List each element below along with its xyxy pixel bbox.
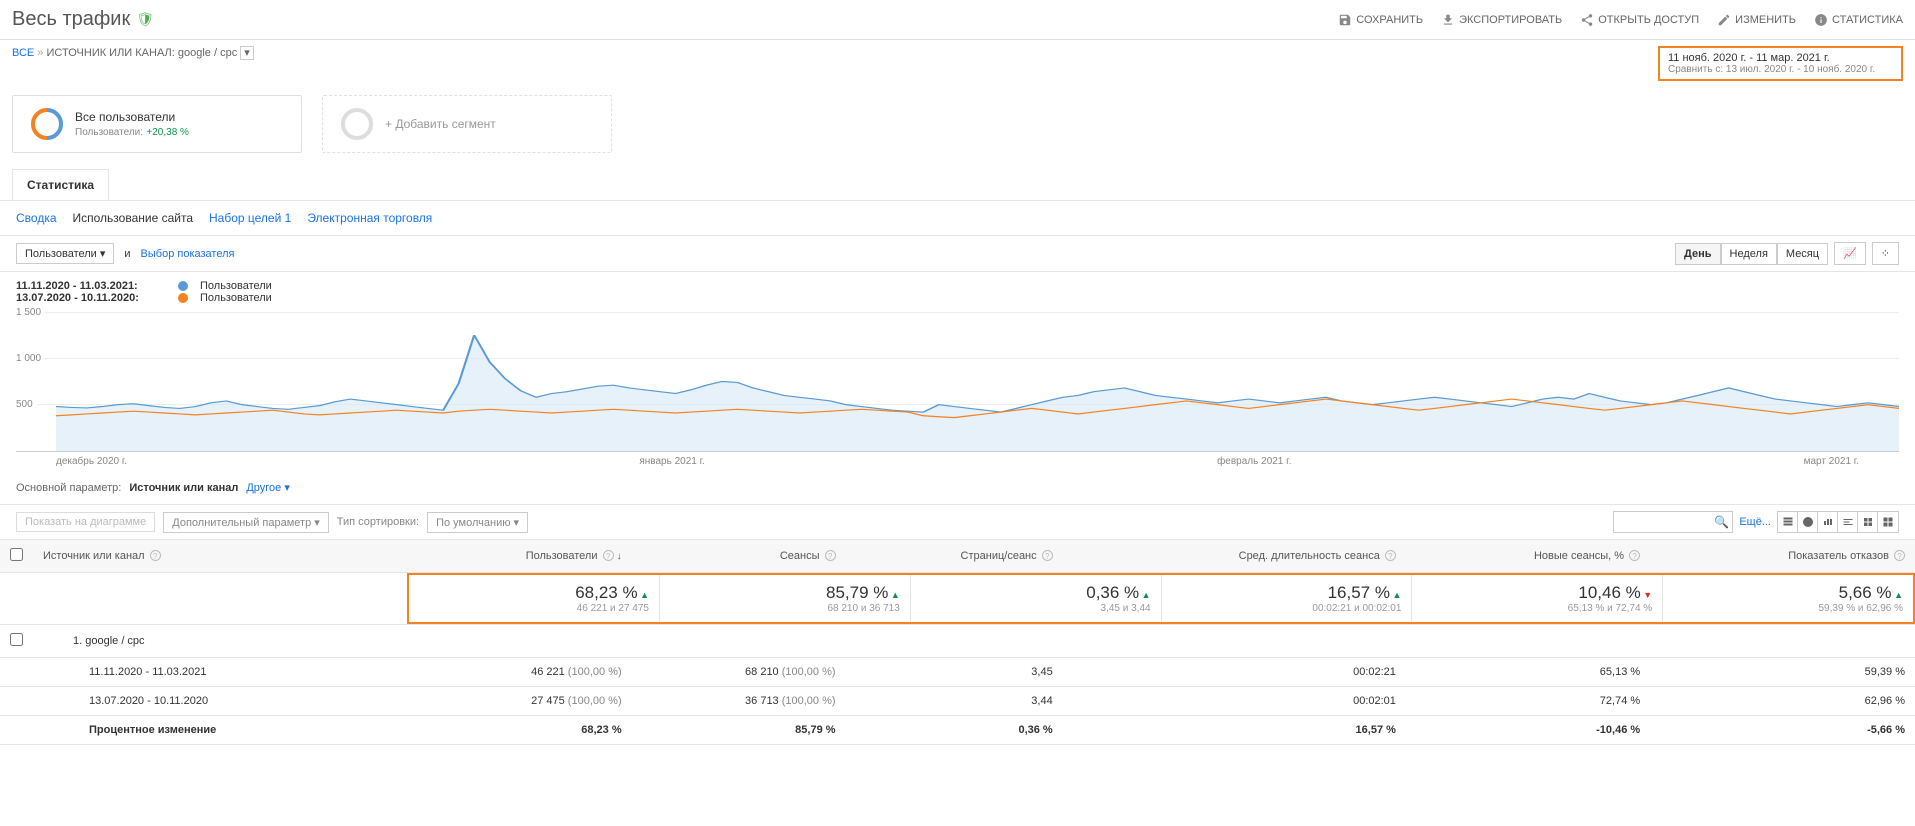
advanced-link[interactable]: Ещё...	[1739, 516, 1771, 528]
select-metric-link[interactable]: Выбор показателя	[141, 248, 235, 260]
legend-dot-a	[178, 281, 188, 291]
stats-button[interactable]: СТАТИСТИКА	[1814, 13, 1903, 27]
breadcrumb-dropdown[interactable]: ▾	[240, 46, 254, 60]
page-title: Весь трафик	[12, 8, 130, 31]
time-day-button[interactable]: День	[1675, 243, 1721, 265]
data-table: Источник или канал ? Пользователи ? ↓ Се…	[0, 539, 1915, 745]
chart-type-icon[interactable]: 📈	[1834, 242, 1866, 265]
subtab-goals[interactable]: Набор целей 1	[209, 211, 291, 225]
chart-motion-icon[interactable]: ⁘	[1872, 242, 1899, 265]
view-percent-icon[interactable]	[1798, 512, 1818, 532]
view-cloud-icon[interactable]	[1858, 512, 1878, 532]
add-segment-button[interactable]: + Добавить сегмент	[322, 95, 612, 153]
line-chart: 1 500 1 000 500	[16, 312, 1899, 452]
view-compare-icon[interactable]	[1838, 512, 1858, 532]
save-button[interactable]: СОХРАНИТЬ	[1338, 13, 1423, 27]
breadcrumb: ВСЕ » ИСТОЧНИК ИЛИ КАНАЛ: google / cpc ▾	[12, 46, 254, 81]
view-pivot-icon[interactable]	[1878, 512, 1898, 532]
sort-dropdown[interactable]: По умолчанию ▾	[427, 512, 528, 533]
subtab-summary[interactable]: Сводка	[16, 211, 57, 225]
breadcrumb-all[interactable]: ВСЕ	[12, 47, 34, 59]
export-button[interactable]: ЭКСПОРТИРОВАТЬ	[1441, 13, 1562, 27]
subtab-usage[interactable]: Использование сайта	[73, 211, 194, 225]
view-table-icon[interactable]	[1778, 512, 1798, 532]
segment-all-users[interactable]: Все пользователи Пользователи: +20,38 %	[12, 95, 302, 153]
primary-dimension[interactable]: Источник или канал	[129, 482, 238, 494]
metric-dropdown[interactable]: Пользователи ▾	[16, 243, 114, 264]
row-checkbox[interactable]	[10, 633, 23, 646]
subtab-ecommerce[interactable]: Электронная торговля	[307, 211, 432, 225]
secondary-dim-dropdown[interactable]: Дополнительный параметр ▾	[163, 512, 329, 533]
toolbar: СОХРАНИТЬ ЭКСПОРТИРОВАТЬ ОТКРЫТЬ ДОСТУП …	[1338, 13, 1903, 27]
other-dimension-link[interactable]: Другое ▾	[246, 481, 290, 494]
donut-icon	[29, 106, 65, 142]
select-all-checkbox[interactable]	[10, 548, 23, 561]
search-input[interactable]: 🔍	[1613, 511, 1733, 533]
legend-dot-b	[178, 293, 188, 303]
empty-donut-icon	[339, 106, 375, 142]
date-range-picker[interactable]: 11 нояб. 2020 г. - 11 мар. 2021 г. Сравн…	[1658, 46, 1903, 81]
tab-statistics[interactable]: Статистика	[12, 169, 109, 200]
time-week-button[interactable]: Неделя	[1721, 243, 1777, 265]
shield-icon: 🛡	[136, 11, 154, 28]
show-in-chart-button: Показать на диаграмме	[16, 512, 155, 532]
edit-button[interactable]: ИЗМЕНИТЬ	[1717, 13, 1796, 27]
time-month-button[interactable]: Месяц	[1777, 243, 1828, 265]
share-button[interactable]: ОТКРЫТЬ ДОСТУП	[1580, 13, 1699, 27]
view-perf-icon[interactable]	[1818, 512, 1838, 532]
